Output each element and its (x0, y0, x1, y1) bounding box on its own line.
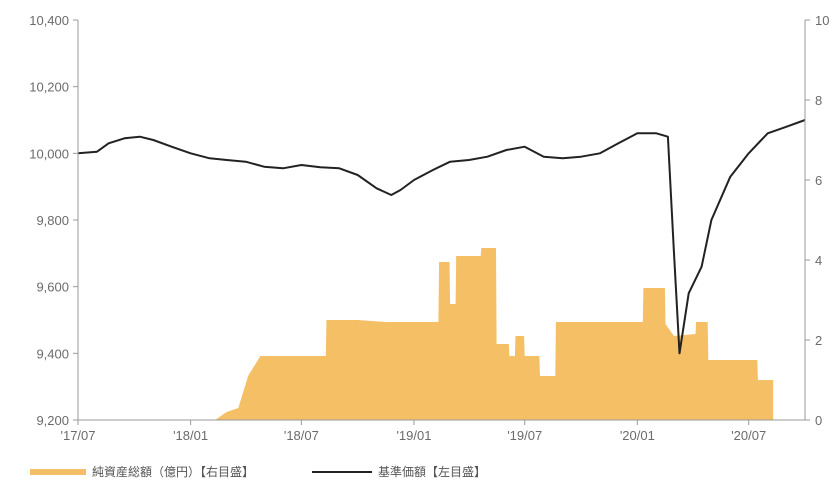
y-right-tick-label: 6 (815, 173, 822, 188)
y-left-tick-label: 10,200 (29, 80, 69, 95)
x-tick-label: '20/01 (620, 428, 655, 443)
nav-line (77, 119, 806, 355)
x-tick-label: '20/07 (731, 428, 766, 443)
y-left-tick-label: 9,200 (36, 413, 69, 428)
legend-line-label: 基準価額【左目盛】 (378, 464, 486, 479)
x-tick-label: '19/07 (507, 428, 542, 443)
y-right-tick-label: 4 (815, 253, 822, 268)
y-right-tick-label: 2 (815, 333, 822, 348)
net-assets-area-layer (78, 248, 774, 420)
y-left-tick-label: 9,400 (36, 346, 69, 361)
legend-area-label: 純資産総額（億円）【右目盛】 (92, 464, 254, 479)
x-tick-label: '19/01 (396, 428, 431, 443)
y-right-tick-label: 10 (815, 13, 829, 28)
ticks-layer: 9,200 9,400 9,600 9,800 10,000 10,200 10,400 0 2… (29, 13, 829, 443)
y-left-tick-label: 10,000 (29, 146, 69, 161)
y-left-tick-label: 10,400 (29, 13, 69, 28)
net-assets-area (78, 248, 774, 420)
y-left-tick-label: 9,600 (36, 280, 69, 295)
legend-area-swatch (30, 469, 86, 475)
y-right-tick-label: 0 (815, 413, 822, 428)
x-tick-label: '18/07 (284, 428, 319, 443)
y-right-tick-label: 8 (815, 93, 822, 108)
nav-line-layer (77, 119, 806, 355)
x-tick-label: '18/01 (173, 428, 208, 443)
y-left-tick-label: 9,800 (36, 213, 69, 228)
x-tick-label: '17/07 (60, 428, 95, 443)
legend: 純資産総額（億円）【右目盛】 基準価額【左目盛】 (30, 464, 486, 479)
